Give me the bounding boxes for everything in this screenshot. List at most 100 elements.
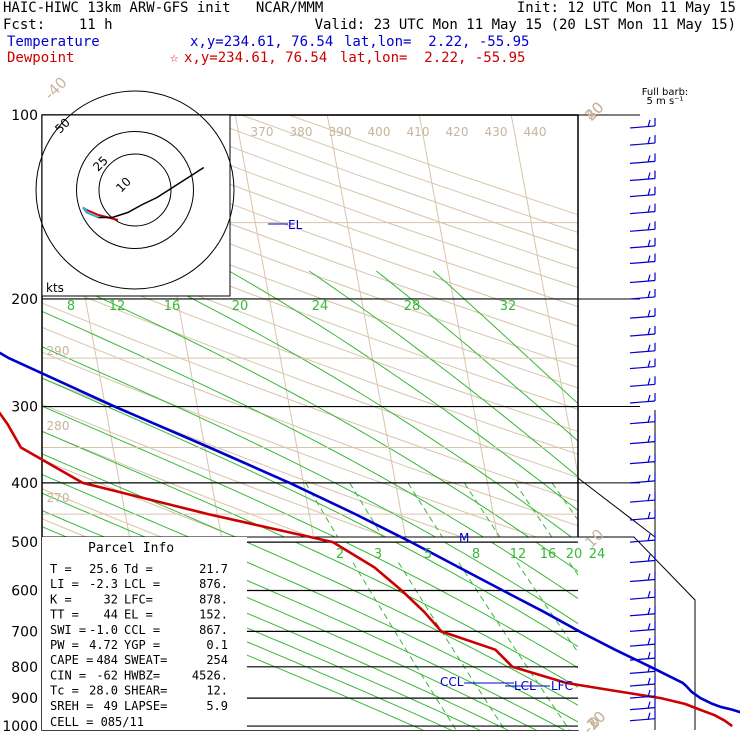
wind-barb-flag [647,394,651,403]
wind-barb-flag [647,378,651,386]
mixing-ratio-label: 16 [164,299,181,314]
moist-adiabat-line [491,541,578,600]
wind-barb-shaft [629,695,656,699]
wind-barb-shaft [629,350,656,354]
parcel-cell: SWEAT= [124,653,167,667]
axis-labels: 1002003004005006007008009001000-80-70-60… [2,73,609,737]
wind-barb-shaft [629,539,656,543]
mixing-ratio-label: 3 [374,547,382,562]
moist-adiabat-line [200,541,578,723]
dewpoint-latlon: lat,lon= 2.22, -55.95 [340,50,526,66]
parcel-info-text: Parcel Info T = 25.6 Td = 21.7 LI = -2.3 LCL = 8… [50,541,228,729]
hodograph-ring [35,90,235,290]
hodograph-ring [76,131,194,249]
parcel-cell: -62 [96,668,118,682]
temperature-tick-label: -40 [41,73,71,103]
hodograph-frame [41,114,231,297]
wind-barb-shaft [629,245,656,249]
wind-barb-flag [647,607,651,615]
moist-adiabat-line [295,541,578,688]
wind-barb-shaft [629,670,656,674]
wind-barb-shaft [629,228,656,232]
temperature-legend: Temperature [7,34,100,50]
parcel-cell: K = [50,592,72,606]
parcel-cell: Td = [124,562,153,576]
wind-barb-shaft [629,707,656,711]
wind-barb-shaft [629,279,656,284]
wind-barb-shaft [629,657,656,661]
moist-adiabat-line [246,541,578,706]
parcel-cell: 4.72 [89,638,118,652]
pressure-tick-label: 200 [11,292,38,308]
wind-barb-flag [647,119,651,128]
parcel-cell: HWBZ= [124,668,160,682]
moist-adiabat-line [308,270,578,478]
wind-barb-shaft [629,499,656,503]
wind-barb-shaft [629,421,656,425]
temperature-xy: x,y=234.61, 76.54 [190,34,334,50]
mixing-ratio-line [516,562,578,654]
wind-barb-flag [647,637,651,646]
wind-barb-flag [647,415,651,423]
wind-barb-shaft [629,125,656,129]
parcel-cell: 25.6 [89,562,118,576]
hodograph-ring [98,153,172,227]
parcel-cell: 4526. [192,668,228,682]
parcel-cell: 878. [199,592,228,606]
wind-barb-flag [647,309,651,318]
mixing-ratio-label: 28 [404,299,421,314]
moist-adiabat-line [228,270,578,512]
theta-label: 290 [47,344,70,358]
marker-label: M [459,531,469,545]
wind-barb-flag [647,239,651,248]
parcel-cell: 32 [104,592,118,606]
barb-key-value: 5 m s⁻¹ [647,96,684,107]
wind-barb-flag [647,327,651,336]
temperature-tick-label: 40 [581,98,607,124]
parcel-cell: T = [50,562,72,576]
temperature-profile [0,351,740,714]
parcel-cell: CAPE = [50,653,93,667]
valid-time: Valid: 23 UTC Mon 11 May 15 (20 LST Mon … [314,17,736,33]
wind-barb-flag [647,474,651,483]
lfc-label: LFC [551,679,573,693]
wind-barb-flag [647,651,651,660]
moist-adiabat-line [395,541,578,648]
wind-barb-flag [647,172,651,180]
theta-label: 430 [485,125,508,139]
wind-barb-flag [647,455,651,463]
parcel-cell: PW = [50,638,79,652]
theta-label: 420 [446,125,469,139]
wind-barb-shaft [629,559,656,564]
moist-adiabat-line [156,541,566,730]
temperature-latlon: lat,lon= 2.22, -55.95 [344,34,530,50]
wind-barb-shaft [629,142,656,146]
wind-barb-shaft [629,160,656,164]
parcel-cell: 49 [104,699,118,713]
mixing-ratio-label: 12 [510,547,527,562]
mixing-ratio-label: 5 [424,547,432,562]
el-label: EL [288,218,303,232]
wind-barb-flag [647,344,651,352]
wind-barb-flag [647,511,651,520]
isotherm-line [510,115,578,478]
parcel-cell: 5.9 [206,699,228,713]
wind-barb-flag [647,712,651,720]
pressure-tick-label: 100 [11,108,38,124]
profiles: EL M CCL LCL LFC [0,218,740,728]
wind-barb-shaft [629,643,656,647]
mixing-ratio-label: 12 [109,299,126,314]
parcel-cell: 12. [206,684,228,698]
wind-barb-shaft [629,400,656,404]
wind-barb-flag [647,533,651,542]
wind-barb-shaft [629,260,656,265]
forecast-hour: Fcst: 11 h [3,17,113,33]
hodograph-trace-upper [98,166,205,219]
wind-barb-shaft [629,194,656,198]
wind-barb-flag [647,136,651,145]
dry-adiabat-line [42,302,578,502]
mixing-ratio-line [458,562,571,730]
theta-label: 370 [251,125,274,139]
